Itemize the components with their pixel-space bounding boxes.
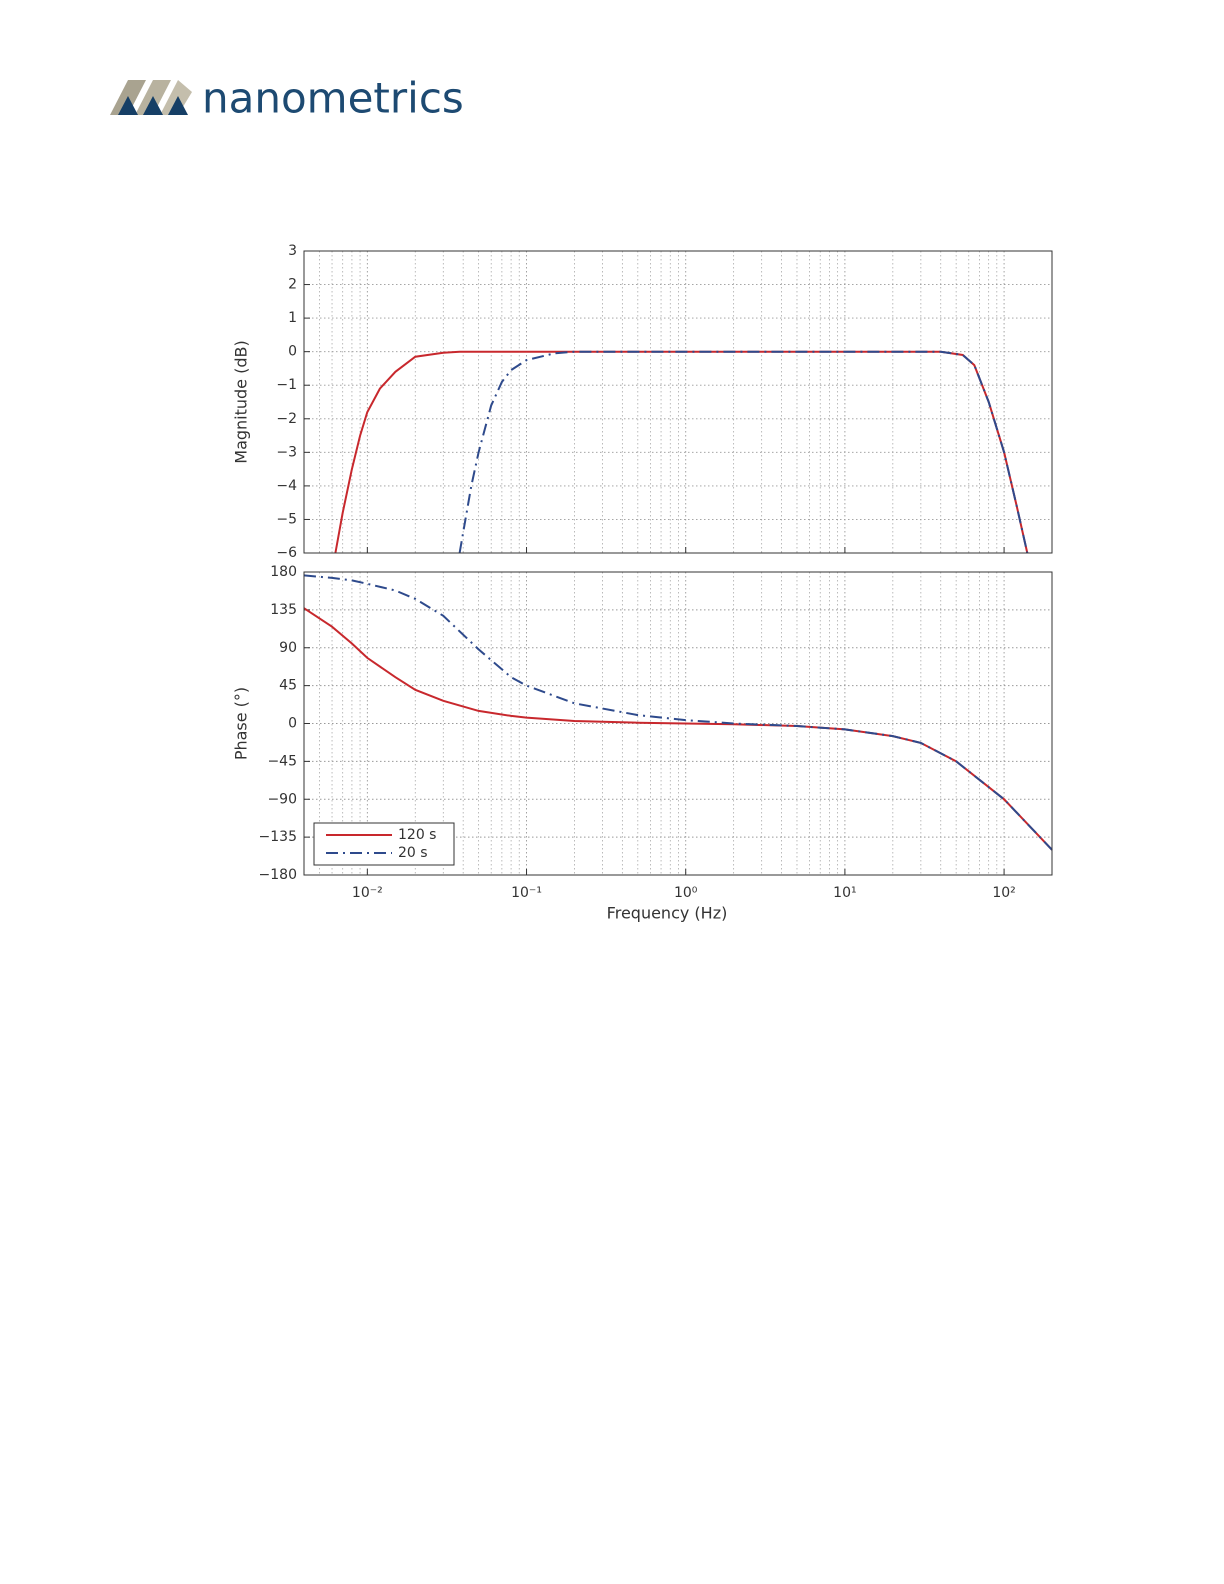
legend: 120 s 20 s [313, 822, 455, 866]
y-tick-label: 3 [288, 243, 297, 259]
y-tick-label: 135 [270, 602, 297, 618]
series-line [334, 350, 1029, 554]
logo-shape [168, 96, 188, 115]
x-tick-label: 10⁻² [352, 885, 383, 901]
x-tick-label: 10⁰ [674, 885, 698, 901]
y-tick-label: −45 [267, 753, 297, 769]
y-axis-label: Magnitude (dB) [232, 340, 251, 463]
legend-label: 120 s [398, 827, 436, 843]
logo: nanometrics [110, 74, 464, 123]
y-tick-label: 2 [288, 277, 297, 293]
y-tick-label: 0 [288, 716, 297, 732]
y-axis-label: Phase (°) [232, 687, 251, 760]
x-axis-label: Frequency (Hz) [607, 904, 728, 923]
logo-shape [143, 96, 163, 115]
y-tick-label: −3 [276, 444, 297, 460]
legend-box [313, 822, 455, 866]
y-tick-label: 1 [288, 310, 297, 326]
x-tick-label: 10⁻¹ [511, 885, 542, 901]
y-tick-label: −90 [267, 791, 297, 807]
y-tick-label: −2 [276, 411, 297, 427]
legend-label: 20 s [398, 845, 428, 861]
logo-text: nanometrics [202, 74, 464, 123]
y-tick-label: −180 [259, 867, 297, 883]
plot-frame [303, 571, 1053, 876]
series-line [458, 350, 1029, 554]
chart: 10⁻² 10⁻¹ 10⁰ 10¹ 10² −180 −135 −90 −45 0 45 90 135 1… [232, 564, 1053, 923]
plot-area [304, 251, 1052, 553]
series-line [303, 607, 1053, 851]
y-tick-label: −135 [259, 829, 297, 845]
y-tick-label: −4 [276, 478, 297, 494]
x-tick-label: 10² [992, 885, 1015, 901]
y-tick-label: 90 [279, 640, 297, 656]
y-tick-label: 180 [270, 564, 297, 580]
y-tick-label: 0 [288, 344, 297, 360]
logo-shape [118, 96, 138, 115]
series-line [303, 574, 1053, 851]
y-tick-label: −1 [276, 377, 297, 393]
y-tick-label: −5 [276, 511, 297, 527]
x-tick-label: 10¹ [833, 885, 856, 901]
y-tick-label: 45 [279, 678, 297, 694]
logo-shape [160, 80, 192, 115]
y-tick-label: −6 [276, 545, 297, 561]
chart: −6 −5 −4 −3 −2 −1 0 1 2 3 Magnitude (dB) [232, 243, 1053, 561]
plot-frame [303, 250, 1053, 554]
